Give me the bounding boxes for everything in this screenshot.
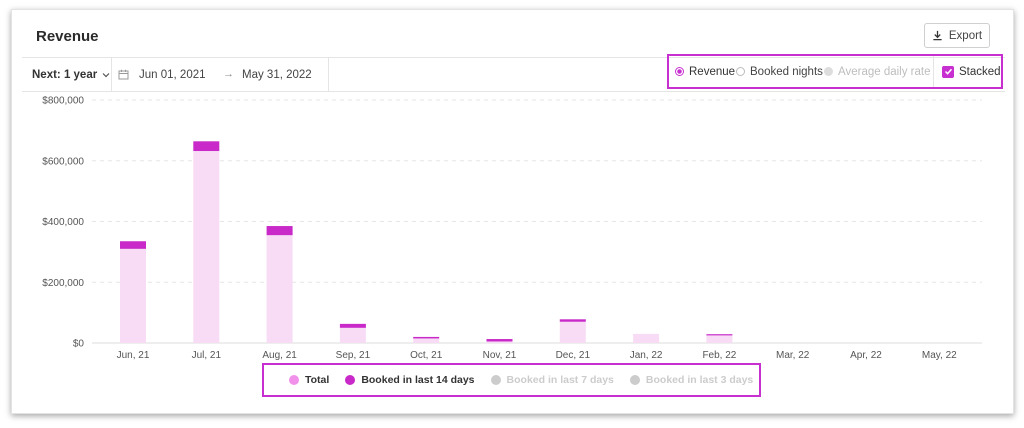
radio-revenue-label: Revenue bbox=[689, 65, 736, 78]
bar-booked-segment bbox=[266, 226, 293, 236]
bar-total bbox=[193, 151, 220, 343]
stacked-label: Stacked bbox=[959, 65, 1001, 78]
radio-selected-icon bbox=[675, 67, 684, 76]
radio-empty-icon bbox=[736, 67, 745, 76]
y-tick-label: $800,000 bbox=[42, 96, 84, 107]
chevron-down-icon bbox=[102, 72, 110, 77]
x-tick-label: Aug, 21 bbox=[262, 350, 297, 361]
date-to-value: May 31, 2022 bbox=[242, 68, 312, 81]
legend-label: Booked in last 3 days bbox=[645, 374, 754, 386]
radio-revenue[interactable]: Revenue bbox=[675, 56, 735, 87]
y-tick-label: $200,000 bbox=[42, 278, 84, 289]
legend-item-total[interactable]: Total bbox=[289, 374, 329, 386]
bar-total bbox=[266, 235, 293, 343]
x-tick-label: Jul, 21 bbox=[192, 350, 222, 361]
chart-legend: Total Booked in last 14 days Booked in l… bbox=[262, 363, 761, 397]
x-tick-label: Apr, 22 bbox=[850, 350, 882, 361]
arrow-right-icon: → bbox=[223, 68, 234, 80]
bar-total bbox=[559, 321, 586, 343]
checkbox-checked-icon bbox=[942, 65, 954, 78]
radio-booked-nights-label: Booked nights bbox=[750, 65, 823, 78]
bar-total bbox=[339, 327, 366, 343]
export-button[interactable]: Export bbox=[924, 23, 990, 48]
x-tick-label: Jan, 22 bbox=[630, 350, 663, 361]
radio-adr-label: Average daily rate bbox=[838, 65, 931, 78]
legend-item-booked-14[interactable]: Booked in last 14 days bbox=[345, 374, 475, 386]
bar-booked-segment bbox=[706, 334, 733, 336]
legend-label: Booked in last 7 days bbox=[506, 374, 614, 386]
legend-dot bbox=[345, 375, 356, 385]
x-tick-label: Jun, 21 bbox=[117, 350, 150, 361]
bar-booked-segment bbox=[559, 319, 586, 322]
metric-options: Revenue Booked nights Average daily rate… bbox=[667, 54, 1003, 89]
radio-average-daily-rate[interactable]: Average daily rate bbox=[824, 56, 930, 87]
range-select[interactable]: Next: 1 year bbox=[32, 58, 110, 91]
y-tick-label: $600,000 bbox=[42, 156, 84, 167]
divider bbox=[933, 56, 934, 87]
legend-item-booked-7[interactable]: Booked in last 7 days bbox=[490, 374, 614, 386]
x-tick-label: Nov, 21 bbox=[483, 350, 517, 361]
x-tick-label: Dec, 21 bbox=[556, 350, 591, 361]
bar-booked-segment bbox=[413, 336, 440, 339]
bar-total bbox=[486, 341, 513, 343]
bar-total bbox=[706, 335, 733, 343]
y-tick-label: $0 bbox=[73, 339, 85, 350]
revenue-card bbox=[11, 9, 1014, 414]
legend-item-booked-3[interactable]: Booked in last 3 days bbox=[629, 374, 754, 386]
divider bbox=[328, 58, 329, 91]
bar-booked-segment bbox=[339, 323, 366, 328]
legend-label: Booked in last 14 days bbox=[361, 374, 475, 386]
divider bbox=[111, 58, 112, 91]
x-tick-label: Feb, 22 bbox=[702, 350, 736, 361]
y-tick-label: $400,000 bbox=[42, 217, 84, 228]
legend-dot bbox=[629, 375, 640, 385]
bar-booked-segment bbox=[193, 141, 220, 152]
bar-booked-segment bbox=[120, 241, 146, 249]
date-from-value: Jun 01, 2021 bbox=[139, 68, 206, 81]
x-tick-label: May, 22 bbox=[922, 350, 957, 361]
bar-booked-segment bbox=[486, 339, 513, 342]
stacked-checkbox[interactable]: Stacked bbox=[942, 56, 1001, 87]
x-tick-label: Mar, 22 bbox=[776, 350, 810, 361]
x-tick-label: Oct, 21 bbox=[410, 350, 443, 361]
legend-dot bbox=[289, 375, 299, 385]
date-to-field[interactable]: May 31, 2022 bbox=[242, 58, 312, 91]
x-tick-label: Sep, 21 bbox=[336, 350, 371, 361]
radio-booked-nights[interactable]: Booked nights bbox=[736, 56, 823, 87]
export-label: Export bbox=[948, 29, 983, 42]
radio-disabled-icon bbox=[824, 67, 833, 76]
toolbar: Next: 1 year Jun 01, 2021 → May 31, 2022 bbox=[22, 57, 1005, 92]
date-from-field[interactable]: Jun 01, 2021 bbox=[118, 58, 206, 91]
page-title: Revenue bbox=[36, 28, 99, 45]
calendar-icon bbox=[118, 69, 129, 80]
legend-label: Total bbox=[305, 374, 330, 386]
legend-dot bbox=[490, 375, 501, 385]
download-icon bbox=[933, 30, 942, 41]
range-label: Next: 1 year bbox=[32, 68, 98, 81]
bar-total bbox=[413, 338, 440, 343]
bar-total bbox=[120, 248, 146, 343]
bar-total bbox=[633, 333, 660, 343]
